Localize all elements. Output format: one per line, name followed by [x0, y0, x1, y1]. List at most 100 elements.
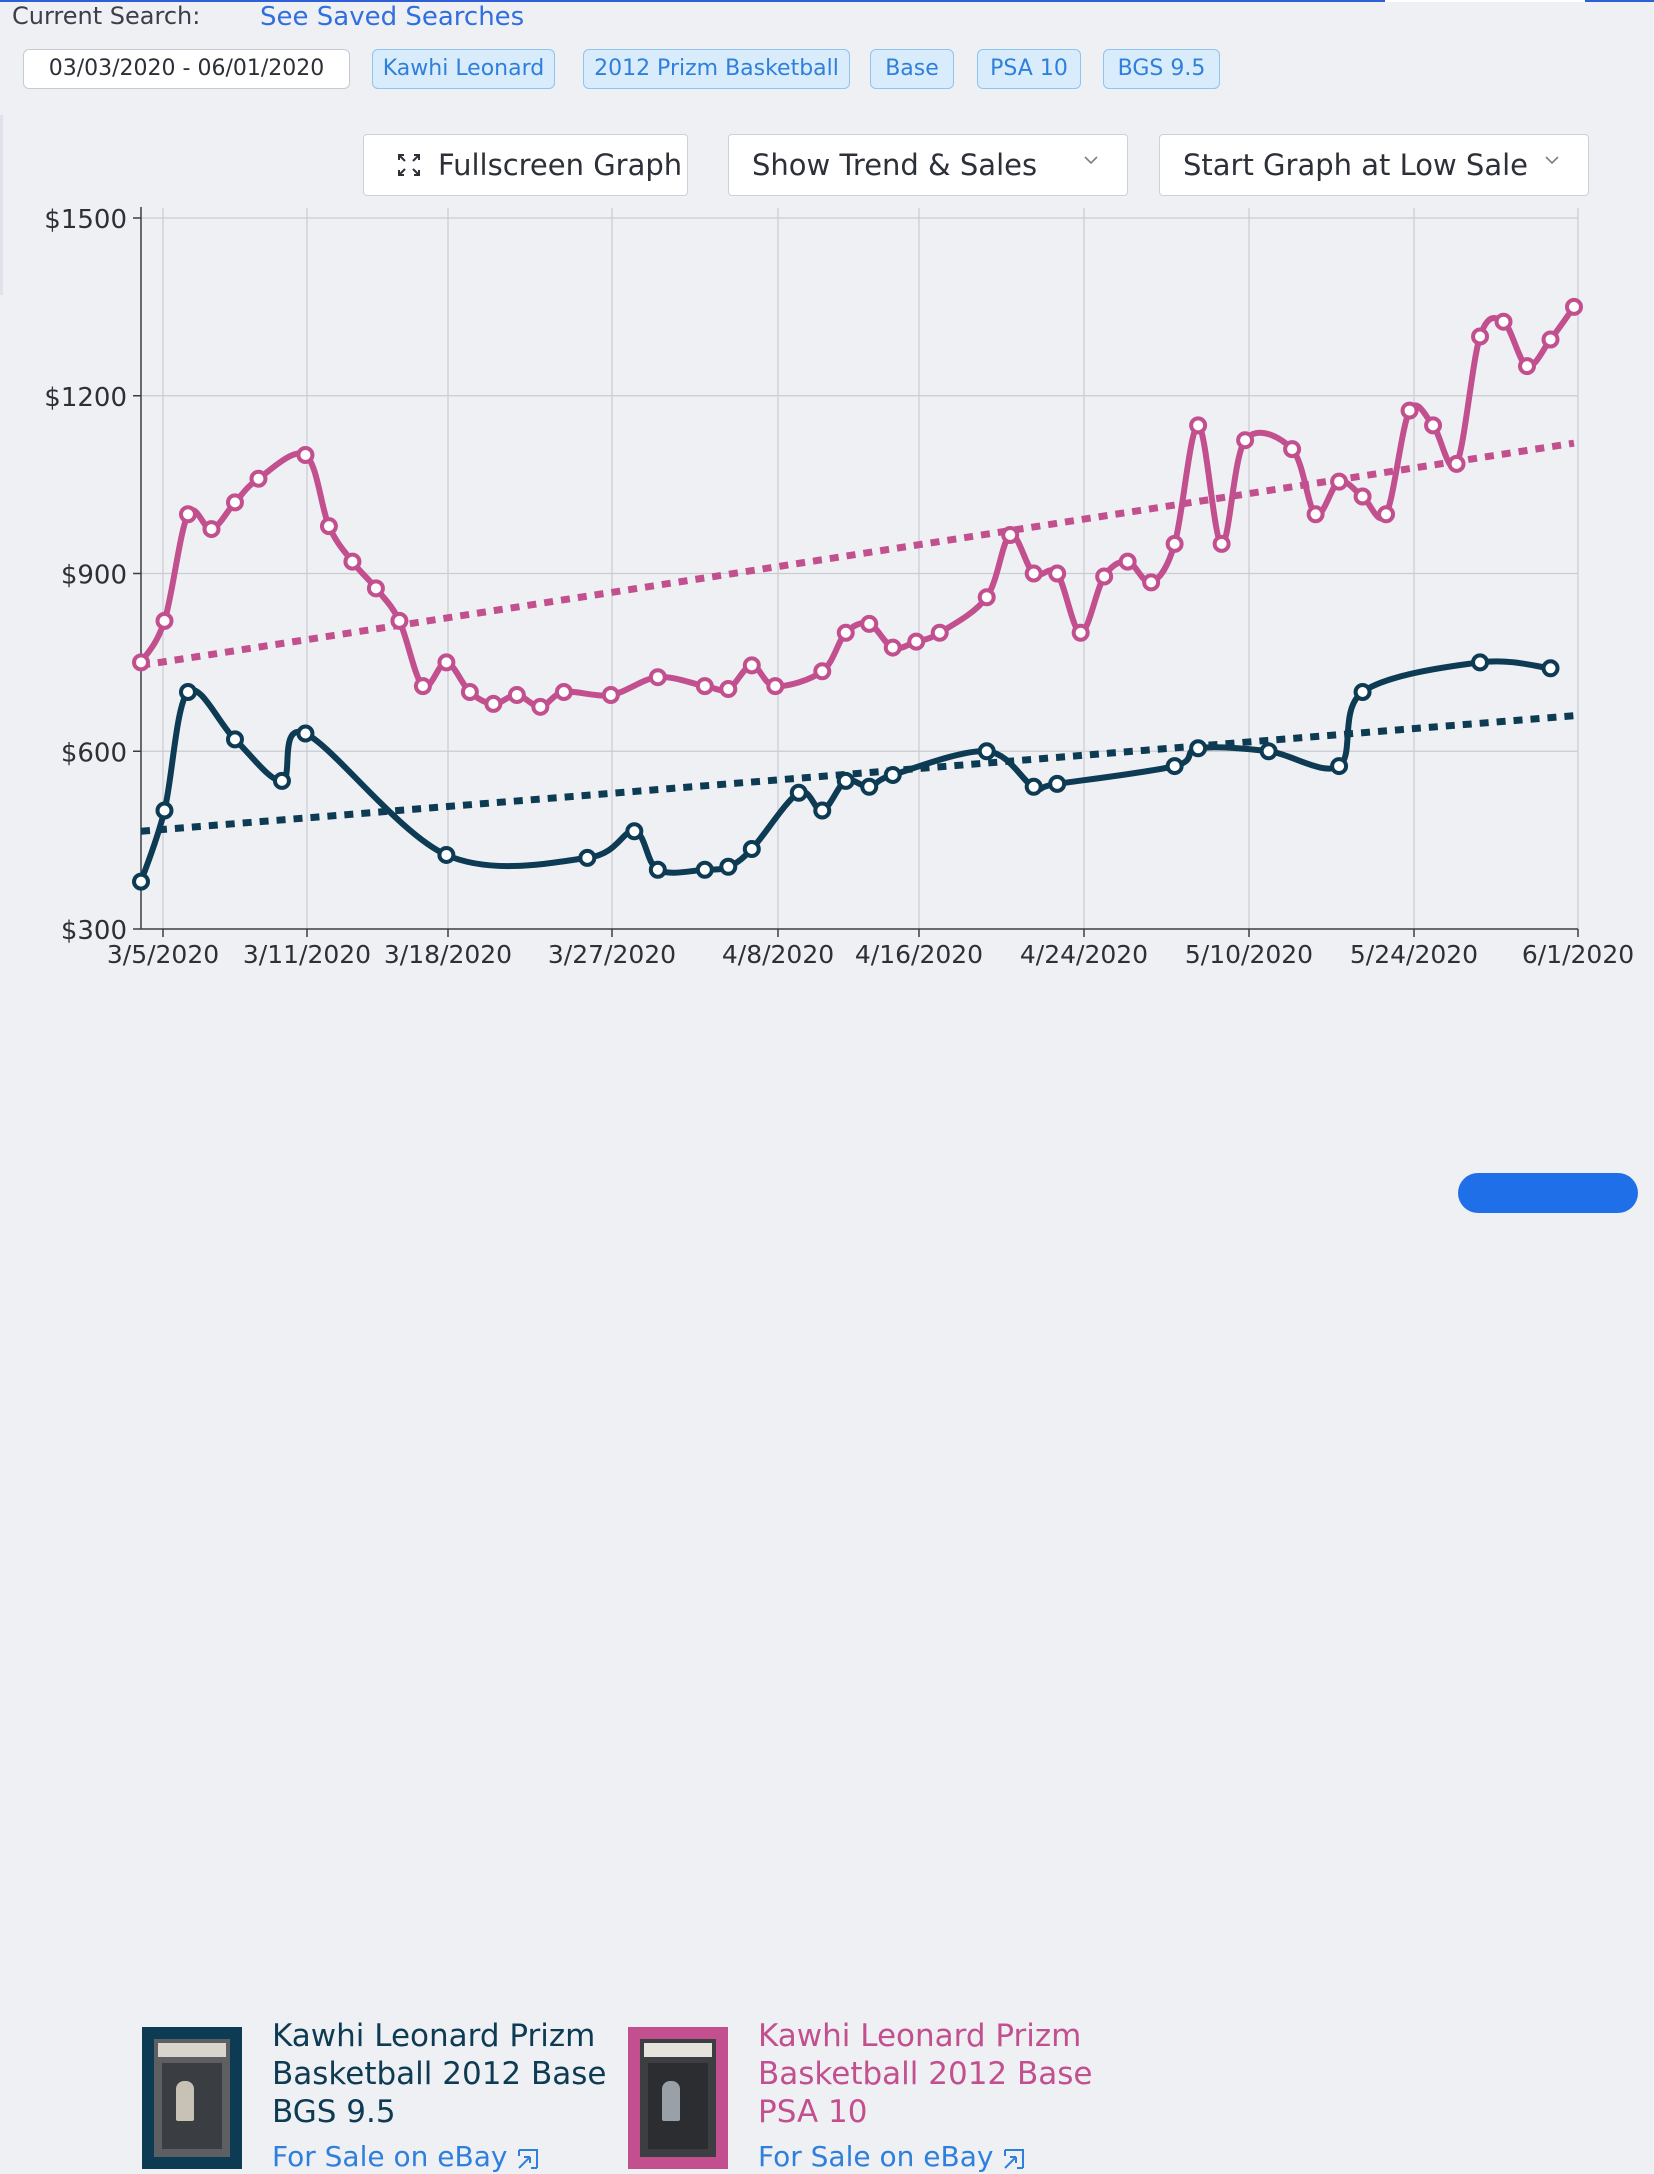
sale-point-psa: [343, 552, 362, 571]
y-axis-tick-labels: $300 $600 $900 $1200 $1500: [44, 205, 127, 946]
sale-point-psa: [554, 683, 573, 701]
x-tick-label: 6/1/2020: [1522, 940, 1634, 969]
bottom-action-button[interactable]: [1458, 1173, 1638, 1213]
sale-point-psa: [1142, 573, 1161, 592]
sale-point-psa: [296, 446, 315, 464]
fullscreen-label: Fullscreen Graph: [438, 148, 683, 182]
trend-select-value: Show Trend & Sales: [752, 148, 1038, 182]
sale-point-psa: [484, 694, 503, 713]
sale-point-psa: [1001, 525, 1020, 544]
bgs-ebay-link[interactable]: For Sale on eBay: [272, 2140, 543, 2174]
sale-point-bgs: [578, 848, 597, 867]
sale-point-bgs: [883, 765, 902, 784]
sale-point-psa: [860, 614, 879, 633]
sale-point-psa: [883, 638, 902, 657]
top-border: [0, 0, 1654, 2]
sale-point-bgs: [836, 771, 855, 790]
variant-chip[interactable]: Base: [870, 49, 954, 89]
sale-point-psa: [813, 662, 832, 681]
sale-point-psa: [1306, 505, 1325, 524]
x-tick-label: 3/27/2020: [548, 940, 676, 969]
series-points: [132, 297, 1583, 891]
sale-point-psa: [413, 677, 432, 696]
psa-grade-chip[interactable]: PSA 10: [977, 49, 1081, 89]
y-tick-label: $900: [61, 561, 127, 591]
sale-point-psa: [1283, 440, 1302, 459]
sale-point-psa: [155, 611, 174, 630]
horizontal-gridlines: [133, 217, 1578, 930]
sale-point-psa: [1048, 564, 1067, 583]
sale-point-psa: [1353, 487, 1372, 506]
sale-point-psa: [132, 653, 150, 672]
start-graph-select[interactable]: Start Graph at Low Sale: [1159, 134, 1589, 196]
saved-searches-link[interactable]: See Saved Searches: [260, 2, 525, 32]
sale-point-bgs: [1048, 774, 1067, 793]
sale-point-bgs: [132, 872, 150, 891]
sale-point-bgs: [695, 860, 714, 879]
sale-point-psa: [390, 611, 409, 630]
sale-point-psa: [178, 505, 197, 524]
psa-card-thumbnail[interactable]: [628, 2027, 728, 2169]
sale-point-bgs: [155, 801, 174, 820]
sale-point-bgs: [742, 840, 761, 859]
player-chip[interactable]: Kawhi Leonard: [372, 49, 555, 89]
sale-point-psa: [1236, 431, 1255, 450]
sale-point-psa: [202, 520, 221, 539]
sale-point-psa: [695, 677, 714, 696]
sale-point-psa: [1189, 416, 1208, 435]
series-lines: [138, 305, 1577, 883]
sale-point-psa: [930, 623, 949, 642]
sale-point-psa: [977, 588, 996, 607]
sale-point-bgs: [1189, 739, 1208, 758]
sale-point-bgs: [225, 730, 244, 749]
external-link-icon: [518, 2149, 539, 2169]
sale-point-psa: [1377, 505, 1396, 524]
psa-ebay-link[interactable]: For Sale on eBay: [758, 2140, 1029, 2174]
sale-point-psa: [249, 469, 268, 488]
external-link-icon: [1004, 2149, 1025, 2169]
psa-legend-title[interactable]: Kawhi Leonard Prizm Basketball 2012 Base…: [758, 2018, 1093, 2130]
sale-point-psa: [1118, 552, 1137, 571]
sale-point-bgs: [860, 777, 879, 796]
bgs-grade-chip[interactable]: BGS 9.5: [1103, 49, 1220, 89]
set-chip[interactable]: 2012 Prizm Basketball: [583, 49, 850, 89]
top-border-highlight: [1385, 0, 1585, 2]
sale-point-bgs: [813, 801, 832, 820]
sale-point-bgs: [1024, 777, 1043, 796]
sale-point-psa: [225, 493, 244, 512]
sale-point-bgs: [1541, 659, 1560, 678]
x-tick-label: 5/24/2020: [1350, 940, 1478, 969]
x-tick-label: 3/5/2020: [107, 940, 219, 969]
trend-select[interactable]: Show Trend & Sales: [728, 134, 1128, 196]
bgs-card-thumbnail[interactable]: [142, 2027, 242, 2169]
start-select-value: Start Graph at Low Sale: [1183, 148, 1528, 182]
sale-point-bgs: [437, 845, 456, 864]
sale-point-psa: [719, 680, 738, 699]
sale-point-psa: [836, 623, 855, 642]
sale-point-psa: [460, 683, 479, 701]
sale-point-psa: [1565, 297, 1583, 316]
fullscreen-icon: [398, 154, 420, 176]
sale-point-psa: [1471, 327, 1490, 346]
sale-point-bgs: [1330, 757, 1349, 776]
sale-point-psa: [742, 656, 761, 675]
chevron-down-icon: [1084, 156, 1098, 165]
sale-point-bgs: [1471, 653, 1490, 672]
sale-point-psa: [648, 668, 667, 687]
date-range-chip[interactable]: 03/03/2020 - 06/01/2020: [23, 49, 350, 89]
x-tick-label: 3/18/2020: [384, 940, 512, 969]
fullscreen-graph-button[interactable]: Fullscreen Graph: [363, 134, 688, 196]
sale-point-bgs: [625, 822, 644, 841]
sale-point-bgs: [1165, 757, 1184, 776]
trend-line-bgs: [140, 712, 1575, 835]
y-tick-label: $1200: [44, 383, 127, 413]
sale-point-psa: [1541, 330, 1560, 349]
sale-point-psa: [766, 677, 785, 696]
bgs-legend-title[interactable]: Kawhi Leonard Prizm Basketball 2012 Base…: [272, 2018, 607, 2130]
sale-point-bgs: [272, 771, 291, 790]
sale-point-psa: [366, 579, 385, 598]
sale-point-psa: [507, 685, 526, 704]
sale-point-bgs: [296, 724, 315, 743]
sale-point-bgs: [789, 783, 808, 802]
sale-point-psa: [601, 685, 620, 704]
